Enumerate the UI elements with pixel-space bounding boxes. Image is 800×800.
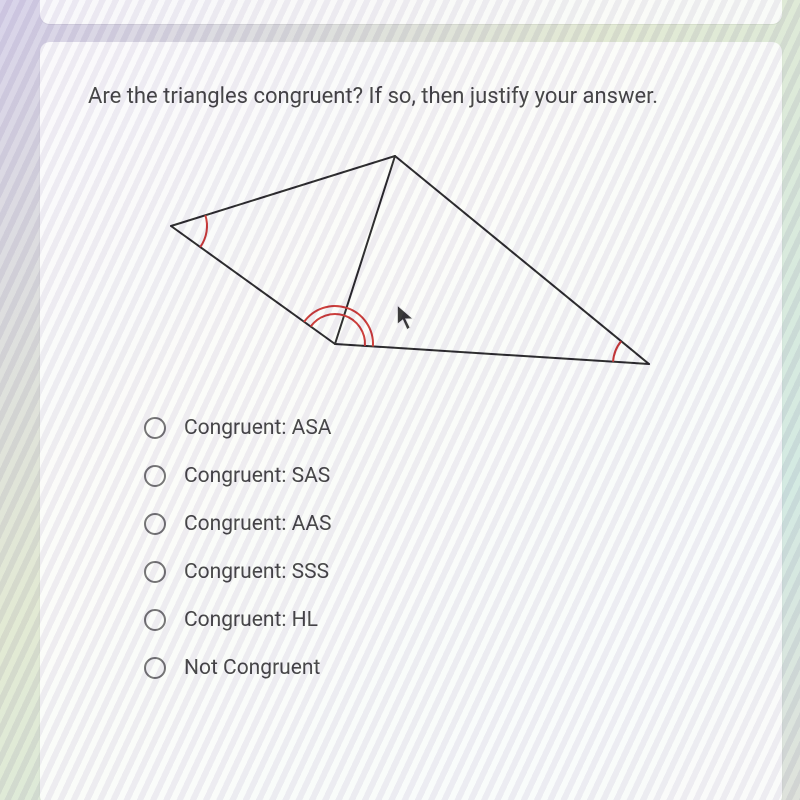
option-hl[interactable]: Congruent: HL [144, 608, 734, 632]
option-aas[interactable]: Congruent: AAS [144, 512, 734, 536]
option-label-aas: Congruent: AAS [184, 512, 332, 536]
option-nc[interactable]: Not Congruent [144, 656, 734, 680]
previous-card-sliver [40, 0, 782, 24]
radio-hl[interactable] [144, 609, 166, 631]
option-sss[interactable]: Congruent: SSS [144, 560, 734, 584]
option-asa[interactable]: Congruent: ASA [144, 416, 734, 440]
page-root: Are the triangles congruent? If so, then… [0, 0, 800, 800]
radio-asa[interactable] [144, 417, 166, 439]
option-label-hl: Congruent: HL [184, 608, 318, 632]
option-label-nc: Not Congruent [184, 656, 320, 680]
radio-sas[interactable] [144, 465, 166, 487]
answer-options-group: Congruent: ASA Congruent: SAS Congruent: A… [144, 416, 734, 680]
option-label-asa: Congruent: ASA [184, 416, 332, 440]
radio-sss[interactable] [144, 561, 166, 583]
option-sas[interactable]: Congruent: SAS [144, 464, 734, 488]
option-label-sas: Congruent: SAS [184, 464, 330, 488]
question-card: Are the triangles congruent? If so, then… [40, 42, 782, 800]
radio-nc[interactable] [144, 657, 166, 679]
radio-aas[interactable] [144, 513, 166, 535]
triangles-diagram [151, 136, 671, 396]
question-text: Are the triangles congruent? If so, then… [88, 82, 734, 112]
figure-container [88, 136, 734, 396]
option-label-sss: Congruent: SSS [184, 560, 329, 584]
